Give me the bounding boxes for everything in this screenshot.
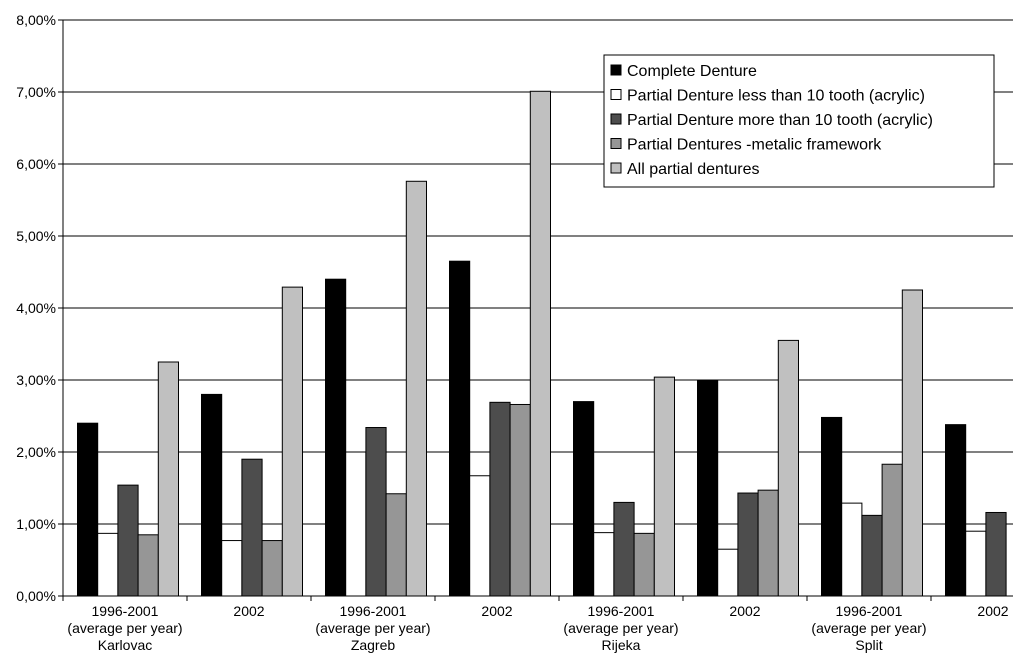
legend-swatch [611,65,621,75]
bar-4-6 [902,290,922,596]
x-category-label: 2002 [977,603,1008,619]
bar-0-1 [202,394,222,596]
x-category-label: 1996-2001(average per year)Rijeka [563,603,678,653]
bar-4-4 [654,377,674,596]
bar-3-5 [758,490,778,596]
x-category-line: (average per year) [315,620,430,636]
bar-1-3 [470,476,490,596]
legend-swatch [611,139,621,149]
y-axis-ticks: 0,00% 1,00% 2,00% 3,00% 4,00% 5,00% 6,00% 7,00%… [16,12,56,604]
y-tick-label: 5,00% [16,228,56,244]
x-category-line: (average per year) [811,620,926,636]
x-category-line: 1996-2001 [92,603,159,619]
x-category-line: Zagreb [351,637,396,653]
x-category-label: 1996-2001(average per year)Karlovac [67,603,182,653]
legend-label: Complete Denture [627,63,757,80]
bar-1-5 [718,549,738,596]
bar-4-5 [778,340,798,596]
bar-3-6 [882,464,902,596]
bar-2-1 [242,459,262,596]
bar-2-2 [366,428,386,596]
bar-3-1 [262,541,282,596]
bar-4-3 [530,91,550,596]
legend-swatch [611,114,621,124]
bar-3-0 [138,535,158,596]
x-category-line: 2002 [729,603,760,619]
y-tick-label: 4,00% [16,300,56,316]
legend-swatch [611,163,621,173]
y-tick-label: 2,00% [16,444,56,460]
x-category-line: 1996-2001 [836,603,903,619]
bar-1-6 [842,503,862,596]
y-tick-label: 0,00% [16,588,56,604]
legend-label: Partial Dentures -metalic framework [627,137,882,154]
bar-2-7 [986,512,1006,596]
bar-1-0 [98,533,118,596]
y-tick-label: 7,00% [16,84,56,100]
x-category-line: 2002 [481,603,512,619]
bar-4-1 [282,287,302,596]
x-category-label: 2002 [233,603,264,619]
x-category-line: 2002 [977,603,1008,619]
bar-0-3 [450,261,470,596]
legend-label: Partial Denture less than 10 tooth (acry… [627,88,925,105]
bar-3-2 [386,494,406,596]
x-category-line: Split [855,637,882,653]
x-category-label: 1996-2001(average per year)Split [811,603,926,653]
bar-4-2 [406,181,426,596]
bar-2-3 [490,402,510,596]
bar-2-4 [614,502,634,596]
x-category-line: 2002 [233,603,264,619]
bar-0-0 [78,423,98,596]
x-category-line: 1996-2001 [588,603,655,619]
bar-2-0 [118,485,138,596]
x-category-line: Karlovac [98,637,152,653]
bar-1-1 [222,541,242,596]
bar-2-5 [738,493,758,596]
bar-3-4 [634,533,654,596]
x-category-label: 1996-2001(average per year)Zagreb [315,603,430,653]
bar-0-5 [698,380,718,596]
bar-0-7 [946,425,966,596]
bar-0-6 [822,417,842,596]
legend-swatch [611,90,621,100]
bar-0-2 [326,279,346,596]
bar-1-2 [346,452,366,596]
bar-2-6 [862,515,882,596]
legend-label: All partial dentures [627,161,760,178]
x-category-line: 1996-2001 [340,603,407,619]
x-category-line: (average per year) [563,620,678,636]
y-tick-label: 6,00% [16,156,56,172]
y-tick-label: 1,00% [16,516,56,532]
y-tick-label: 8,00% [16,12,56,28]
bar-1-7 [966,531,986,596]
y-tick-label: 3,00% [16,372,56,388]
bar-4-0 [158,362,178,596]
x-category-label: 2002 [729,603,760,619]
bar-3-3 [510,404,530,596]
bar-1-4 [594,533,614,596]
legend: Complete Denture Partial Denture less tha… [604,55,994,187]
legend-label: Partial Denture more than 10 tooth (acry… [627,112,933,129]
bar-0-4 [574,402,594,596]
x-category-label: 2002 [481,603,512,619]
x-category-line: (average per year) [67,620,182,636]
x-category-line: Rijeka [602,637,641,653]
